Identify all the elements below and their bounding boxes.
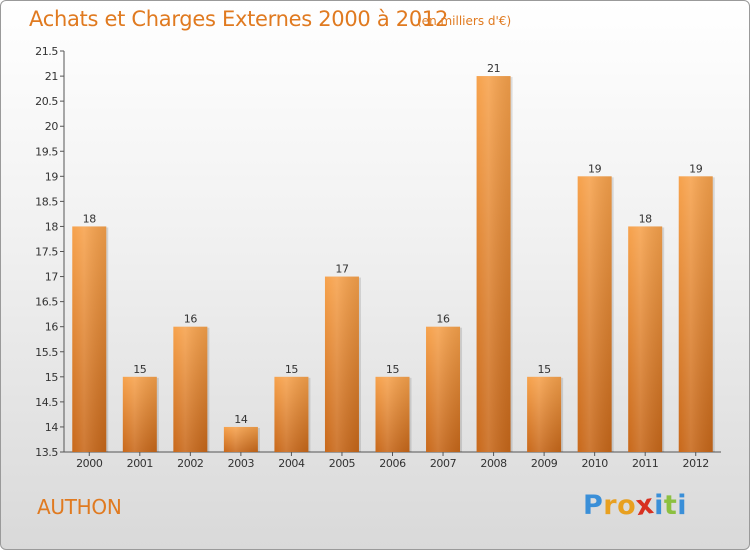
- x-tick-label-2004: 2004: [278, 457, 305, 470]
- y-tick-label: 21: [45, 70, 58, 83]
- y-tick-label: 21.5: [35, 45, 58, 58]
- bar-shine: [224, 427, 258, 452]
- value-label-2006: 15: [386, 363, 400, 376]
- chart-bars: [72, 76, 714, 452]
- bar-shine: [477, 76, 511, 452]
- bar-shine: [628, 226, 662, 452]
- bar-shine: [123, 377, 157, 452]
- x-tick-label-2007: 2007: [430, 457, 457, 470]
- bar-shine: [72, 226, 106, 452]
- x-tick-label-2001: 2001: [127, 457, 153, 470]
- y-tick-label: 18: [45, 220, 59, 233]
- value-label-2012: 19: [689, 162, 703, 175]
- bar-shine: [325, 277, 359, 452]
- place-name: AUTHON: [37, 495, 121, 519]
- value-label-2004: 15: [285, 363, 299, 376]
- value-label-2008: 21: [487, 62, 500, 75]
- chart-frame: Achats et Charges Externes 2000 à 2012 (…: [0, 0, 750, 550]
- bar-shine: [578, 176, 612, 452]
- y-tick-label: 20: [45, 120, 59, 133]
- logo-letter: t: [664, 490, 677, 521]
- logo-letter: r: [603, 490, 617, 521]
- value-label-2011: 18: [639, 212, 653, 225]
- x-tick-label-2009: 2009: [531, 457, 558, 470]
- y-tick-label: 15: [45, 371, 59, 384]
- y-tick-label: 19.5: [35, 145, 58, 158]
- x-tick-label-2005: 2005: [329, 457, 356, 470]
- x-tick-label-2002: 2002: [177, 457, 203, 470]
- y-tick-label: 13.5: [35, 446, 58, 459]
- y-tick-label: 15.5: [35, 346, 58, 359]
- proxiti-logo: Proxiti: [583, 490, 687, 521]
- x-tick-label-2012: 2012: [683, 457, 709, 470]
- y-tick-label: 16: [45, 321, 59, 334]
- value-label-2010: 19: [588, 162, 602, 175]
- bar-shine: [679, 176, 713, 452]
- y-tick-label: 18.5: [35, 195, 58, 208]
- y-tick-label: 14.5: [35, 396, 58, 409]
- x-tick-label-2011: 2011: [632, 457, 658, 470]
- y-tick-label: 14: [45, 421, 59, 434]
- bar-chart: 13.5 14 14.5 15 15.5 16 16.5 17 17.5 18 18.5 19 19.5…: [1, 1, 750, 550]
- value-label-2005: 17: [335, 263, 349, 276]
- bar-shine: [173, 327, 207, 452]
- x-tick-label-2010: 2010: [581, 457, 608, 470]
- y-tick-label: 17: [45, 271, 59, 284]
- y-tick-label: 17.5: [35, 246, 58, 259]
- x-tick-label-2000: 2000: [76, 457, 103, 470]
- value-label-2001: 15: [133, 363, 147, 376]
- y-tick-label: 16.5: [35, 296, 58, 309]
- bar-shine: [376, 377, 410, 452]
- y-tick-label: 20.5: [35, 95, 58, 108]
- value-label-2003: 14: [234, 413, 248, 426]
- bar-shine: [426, 327, 460, 452]
- value-label-2009: 15: [538, 363, 552, 376]
- x-tick-label-2006: 2006: [379, 457, 406, 470]
- bar-shine: [527, 377, 561, 452]
- value-label-2002: 16: [184, 313, 198, 326]
- x-tick-label-2003: 2003: [228, 457, 255, 470]
- value-label-2007: 16: [436, 313, 450, 326]
- value-label-2000: 18: [83, 212, 97, 225]
- logo-letter: P: [583, 490, 603, 521]
- logo-letter: x: [634, 489, 656, 522]
- logo-letter: i: [677, 490, 687, 521]
- logo-letter: o: [617, 490, 636, 521]
- x-tick-label-2008: 2008: [480, 457, 507, 470]
- y-tick-label: 19: [45, 170, 59, 183]
- bar-shine: [274, 377, 308, 452]
